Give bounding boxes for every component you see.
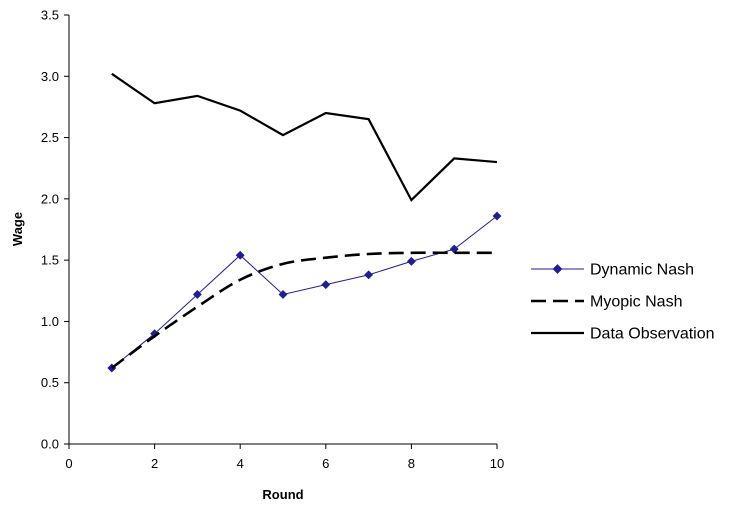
- y-tick-label: 2.0: [41, 191, 59, 206]
- data-point-marker: [192, 289, 202, 300]
- legend: Dynamic Nash Myopic Nash Data Observation: [531, 262, 715, 343]
- y-tick-label: 1.5: [41, 253, 59, 268]
- x-tick-label: 2: [151, 456, 158, 471]
- data-point-marker: [492, 211, 502, 221]
- y-tick-label: 3.0: [41, 69, 59, 84]
- x-tick-label: 8: [408, 456, 415, 471]
- plot-area: [107, 72, 502, 373]
- data-point-marker: [406, 256, 416, 266]
- x-tick-label: 0: [65, 456, 72, 471]
- y-tick-label: 3.5: [41, 8, 59, 23]
- data-point-marker: [449, 244, 459, 254]
- axes: 0.0 0.5 1.0 1.5 2.0 2.5 3.0 3.5 0 2 4 6 8 10: [41, 8, 504, 472]
- series-line-dynamic-nash: [111, 215, 498, 369]
- x-tick-label: 6: [322, 456, 329, 471]
- legend-marker-dynamic-nash: [552, 264, 563, 274]
- data-point-marker: [278, 289, 288, 300]
- x-tick-label: 10: [490, 456, 504, 471]
- legend-label-myopic-nash: Myopic Nash: [590, 294, 682, 311]
- y-tick-label: 1.0: [41, 314, 59, 329]
- data-point-marker: [321, 280, 331, 290]
- series-line-data-observation: [111, 72, 498, 202]
- legend-label-data-observation: Data Observation: [590, 326, 715, 343]
- y-tick-label: 0.0: [41, 437, 59, 452]
- data-point-marker: [364, 270, 374, 280]
- y-tick-label: 0.5: [41, 375, 59, 390]
- y-tick-label: 2.5: [41, 130, 59, 145]
- data-point-marker: [235, 250, 245, 260]
- y-axis-title: Wage: [10, 212, 25, 246]
- data-point-marker: [150, 329, 160, 339]
- x-axis-title: Round: [262, 487, 303, 502]
- x-tick-label: 4: [237, 456, 244, 471]
- legend-label-dynamic-nash: Dynamic Nash: [590, 262, 694, 279]
- series-line-myopic-nash: [111, 251, 497, 370]
